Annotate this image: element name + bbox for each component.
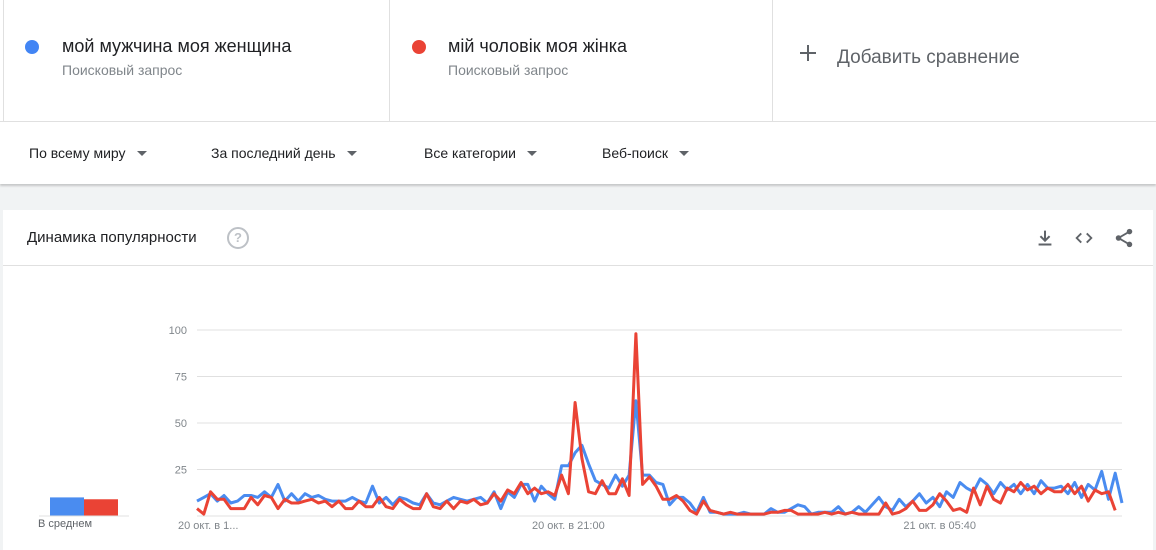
add-comparison-button[interactable]: Добавить сравнение <box>773 0 1153 121</box>
embed-code-icon[interactable] <box>1073 227 1095 249</box>
filter-bar: По всему миру За последний день Все кате… <box>0 122 1156 184</box>
card-header: Динамика популярности ? <box>3 210 1153 266</box>
term-2-type: Поисковый запрос <box>448 62 569 78</box>
average-bar-2[interactable] <box>84 499 118 516</box>
add-comparison-label: Добавить сравнение <box>837 47 1020 68</box>
term-1-name[interactable]: мой мужчина моя женщина <box>62 36 292 56</box>
x-tick-label: 21 окт. в 05:40 <box>903 520 976 532</box>
region-filter[interactable]: По всему миру <box>29 145 147 161</box>
category-filter[interactable]: Все категории <box>424 145 537 161</box>
x-tick-label: 20 окт. в 21:00 <box>532 520 605 532</box>
term-2-name[interactable]: мій чоловік моя жінка <box>448 36 627 56</box>
average-label: В среднем <box>38 518 93 530</box>
interest-over-time-card: Динамика популярности ? 25 50 75 100 20 окт.… <box>3 210 1153 550</box>
average-bar-1[interactable] <box>50 497 84 516</box>
comparison-terms-bar: мой мужчина моя женщина Поисковый запрос… <box>0 0 1156 122</box>
line-chart: 25 50 75 100 20 окт. в 1... 20 окт. в 21:00 21… <box>39 325 1124 532</box>
search-term-2[interactable]: мій чоловік моя жінка Поисковый запрос <box>390 0 773 121</box>
term-1-color-dot <box>25 40 39 54</box>
series-line-2[interactable] <box>196 332 1117 516</box>
search-type-filter-label: Веб-поиск <box>602 145 668 161</box>
y-tick-label: 50 <box>175 418 187 430</box>
period-filter[interactable]: За последний день <box>211 145 357 161</box>
y-tick-label: 100 <box>169 325 187 337</box>
term-1-type: Поисковый запрос <box>62 62 183 78</box>
plus-icon <box>799 44 817 62</box>
chevron-down-icon <box>526 150 537 156</box>
chevron-down-icon <box>346 150 357 156</box>
y-tick-label: 75 <box>175 372 187 384</box>
category-filter-label: Все категории <box>424 145 516 161</box>
series-line-1[interactable] <box>196 399 1124 516</box>
x-tick-label: 20 окт. в 1... <box>178 520 238 532</box>
help-icon[interactable]: ? <box>227 227 249 249</box>
chevron-down-icon <box>678 150 689 156</box>
share-icon[interactable] <box>1113 227 1135 249</box>
card-title: Динамика популярности <box>27 229 197 246</box>
y-tick-label: 25 <box>175 465 187 477</box>
period-filter-label: За последний день <box>211 145 336 161</box>
chevron-down-icon <box>136 150 147 156</box>
search-term-1[interactable]: мой мужчина моя женщина Поисковый запрос <box>3 0 390 121</box>
download-icon[interactable] <box>1034 227 1056 249</box>
search-type-filter[interactable]: Веб-поиск <box>602 145 689 161</box>
region-filter-label: По всему миру <box>29 145 126 161</box>
term-2-color-dot <box>412 40 426 54</box>
